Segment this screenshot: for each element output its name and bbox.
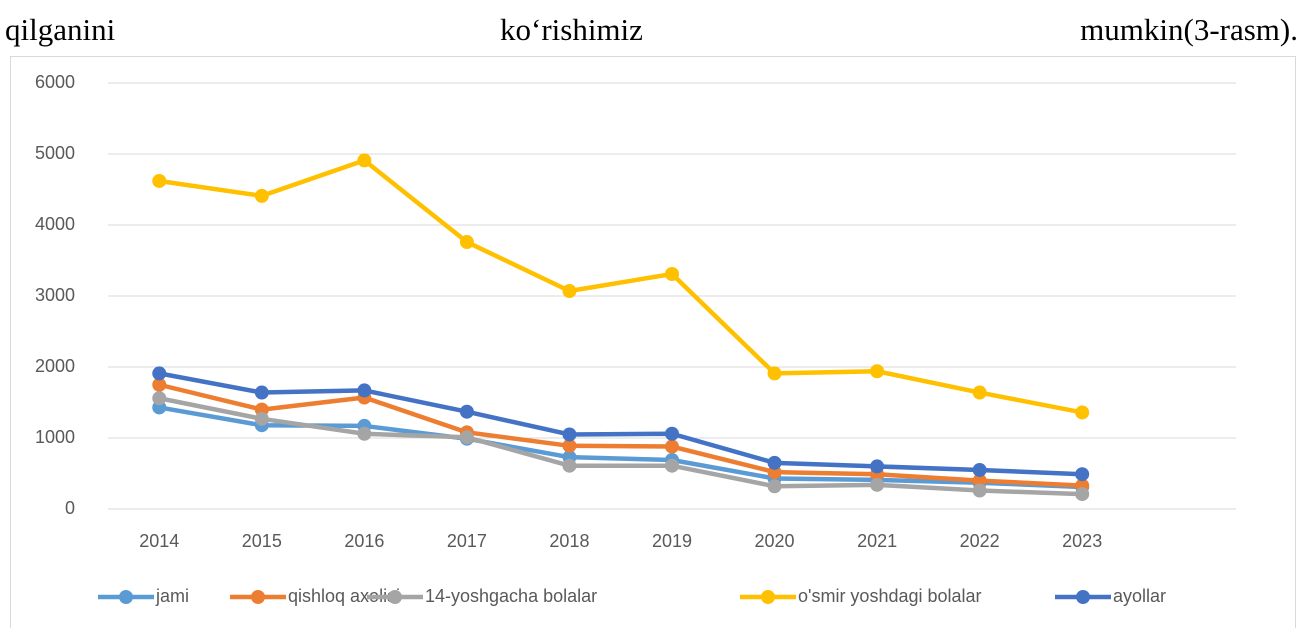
x-tick-label: 2014 — [139, 531, 179, 551]
doc-word: qilganini — [5, 12, 116, 47]
series-line — [158, 396, 1083, 497]
y-tick-label: 2000 — [35, 356, 75, 376]
series-marker — [665, 439, 679, 454]
series-marker — [562, 438, 577, 453]
series-marker — [357, 426, 372, 441]
series-marker — [767, 455, 782, 470]
y-tick-label: 5000 — [35, 143, 75, 163]
legend-marker — [251, 590, 265, 604]
series-line — [158, 382, 1083, 488]
series-marker — [357, 383, 372, 398]
series-marker — [665, 266, 679, 281]
legend-label: jami — [155, 586, 189, 606]
x-tick-label: 2020 — [755, 531, 795, 551]
legend-marker — [119, 590, 133, 604]
y-tick-label: 1000 — [35, 427, 75, 447]
legend-marker — [761, 590, 775, 604]
series-marker — [972, 483, 987, 498]
series-marker — [870, 477, 885, 492]
series-marker — [152, 391, 167, 406]
legend-label: o'smir yoshdagi bolalar — [798, 586, 982, 606]
series-marker — [562, 284, 577, 299]
series-marker — [767, 479, 782, 494]
series-marker — [152, 377, 167, 392]
y-tick-label: 6000 — [35, 72, 75, 92]
legend-marker — [388, 590, 402, 604]
series-marker — [972, 385, 987, 400]
x-tick-label: 2022 — [960, 531, 1000, 551]
x-tick-label: 2021 — [857, 531, 897, 551]
series-marker — [870, 364, 885, 379]
series-marker — [665, 426, 679, 441]
series-marker — [972, 462, 987, 477]
y-tick-label: 0 — [65, 498, 75, 518]
x-tick-label: 2018 — [549, 531, 589, 551]
legend-label: ayollar — [1113, 586, 1166, 606]
series-line — [158, 371, 1083, 477]
series-marker — [870, 459, 885, 474]
doc-word: ko‘rishimiz — [500, 12, 643, 47]
series-marker — [459, 235, 474, 250]
series-marker — [562, 458, 577, 473]
x-tick-label: 2017 — [447, 531, 487, 551]
series-marker — [459, 404, 474, 419]
x-tick-label: 2015 — [242, 531, 282, 551]
doc-word: mumkin(3-rasm). — [1080, 12, 1298, 47]
series-marker — [152, 366, 167, 381]
x-tick-label: 2016 — [344, 531, 384, 551]
x-tick-label: 2019 — [652, 531, 692, 551]
series-marker — [459, 430, 474, 445]
series-marker — [665, 458, 679, 473]
series-marker — [254, 411, 269, 426]
series-marker — [1075, 467, 1090, 482]
x-tick-label: 2023 — [1062, 531, 1102, 551]
series-marker — [972, 473, 987, 488]
series-marker — [1075, 487, 1090, 502]
legend-marker — [1076, 590, 1090, 604]
series-marker — [254, 188, 269, 203]
series-marker — [767, 366, 782, 381]
series-line — [158, 158, 1083, 415]
chart-frame — [10, 56, 1296, 628]
series-marker — [1075, 405, 1090, 420]
legend-label: 14-yoshgacha bolalar — [425, 586, 597, 606]
y-tick-label: 4000 — [35, 214, 75, 234]
series-marker — [152, 173, 167, 188]
series-marker — [254, 385, 269, 400]
series-marker — [357, 153, 372, 168]
y-tick-label: 3000 — [35, 285, 75, 305]
series-marker — [562, 427, 577, 442]
legend-label: qishloq axolisi — [288, 586, 400, 606]
